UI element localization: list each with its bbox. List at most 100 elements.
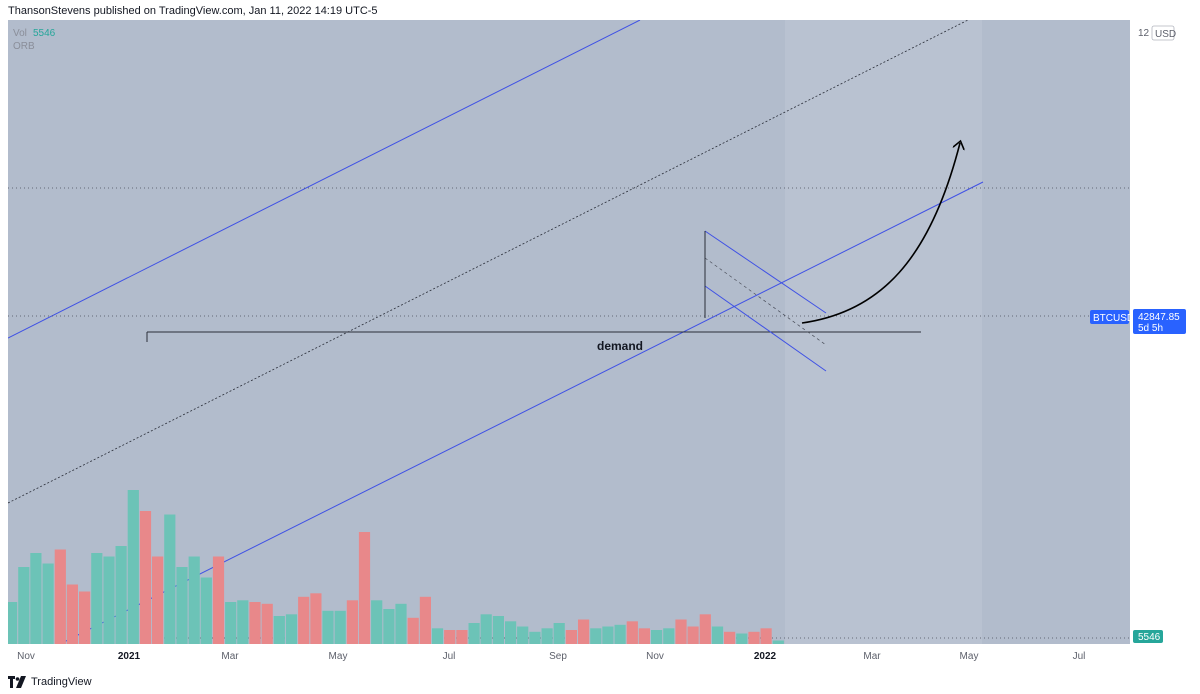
volume-bar <box>468 623 480 644</box>
tradingview-footer[interactable]: TradingView <box>8 674 92 690</box>
volume-bar <box>529 631 541 644</box>
volume-bar <box>675 619 687 644</box>
volume-bar <box>261 603 273 644</box>
volume-bar <box>91 553 103 644</box>
tradingview-logo-icon <box>8 676 26 688</box>
volume-bar <box>334 610 346 644</box>
x-tick-label: Jul <box>443 651 456 662</box>
volume-bar <box>480 614 492 644</box>
x-tick-label: 2022 <box>754 651 777 662</box>
volume-bar <box>553 623 565 644</box>
mid-channel-dotted-line <box>8 20 969 504</box>
volume-bar <box>66 584 78 644</box>
volume-bar <box>663 628 675 644</box>
volume-bar <box>541 628 553 644</box>
volume-bar <box>127 490 139 644</box>
volume-bar <box>687 626 699 644</box>
x-tick-label: Jul <box>1073 651 1086 662</box>
volume-bar <box>18 567 30 644</box>
volume-bar <box>578 619 590 644</box>
tradingview-logo-text: TradingView <box>31 676 92 688</box>
volume-bar <box>638 628 650 644</box>
volume-bar <box>273 616 285 644</box>
x-tick-label: Sep <box>549 651 567 662</box>
volume-bar <box>565 630 577 644</box>
demand-annotation: demand <box>597 339 643 353</box>
upper-channel-line <box>8 20 641 339</box>
volume-bar <box>711 626 724 644</box>
x-tick-label: 2021 <box>118 651 141 662</box>
volume-tag-text: 5546 <box>1138 632 1161 643</box>
volume-bar <box>444 630 456 644</box>
volume-bar <box>54 549 66 644</box>
volume-bar <box>103 556 115 644</box>
volume-bar <box>164 514 176 644</box>
volume-bar <box>8 602 18 644</box>
volume-bar <box>371 600 383 644</box>
volume-bar <box>212 556 225 644</box>
x-tick-label: Nov <box>646 651 664 662</box>
volume-bar <box>322 610 334 644</box>
x-tick-label: May <box>329 651 348 662</box>
volume-bar <box>626 621 638 644</box>
volume-bar <box>225 602 237 644</box>
legend-vol-label: Vol <box>13 28 27 39</box>
volume-bar <box>748 631 760 644</box>
volume-bar <box>358 532 371 644</box>
last-price-text: 42847.85 <box>1138 312 1180 323</box>
price-axis-top-partial-label: 12 <box>1138 28 1150 39</box>
symbol-tag-text: BTCUSD <box>1093 313 1134 324</box>
time-axis-bg[interactable] <box>8 644 1130 666</box>
currency-badge: USD <box>1151 25 1176 41</box>
volume-bar <box>30 553 42 644</box>
volume-bar <box>517 626 529 644</box>
publisher-header: ThansonStevens published on TradingView.… <box>8 5 378 17</box>
volume-bar <box>285 614 298 644</box>
volume-bar <box>760 628 772 644</box>
projection-arrow <box>801 143 960 324</box>
volume-bar <box>492 616 504 644</box>
volume-bar <box>249 602 261 644</box>
x-tick-label: Mar <box>221 651 239 662</box>
volume-bar <box>614 624 626 644</box>
volume-bar <box>115 546 127 644</box>
volume-bar <box>42 563 54 644</box>
x-tick-label: May <box>960 651 979 662</box>
volume-bar <box>237 600 249 644</box>
volume-bar <box>395 603 407 644</box>
volume-bar <box>505 621 517 644</box>
legend-vol-value: 5546 <box>33 28 56 39</box>
volume-bar <box>602 626 614 644</box>
flag-upper-line <box>704 230 827 314</box>
volume-bar <box>590 628 602 644</box>
volume-bar <box>651 630 663 644</box>
volume-bar <box>736 633 748 644</box>
flag-lower-line <box>704 285 827 372</box>
x-tick-label: Nov <box>17 651 35 662</box>
volume-bar <box>772 640 784 644</box>
volume-tag: 5546 <box>1133 630 1163 643</box>
time-axis: Nov 2021 Mar May Jul Sep Nov 2022 Mar May Jul <box>17 651 1085 662</box>
countdown-text: 5d 5h <box>1138 323 1163 334</box>
volume-bar <box>419 596 431 644</box>
volume-bar <box>188 556 200 644</box>
volume-bar <box>310 593 322 644</box>
volume-bar <box>200 577 212 644</box>
volume-bar <box>383 609 395 644</box>
volume-bar <box>724 631 736 644</box>
volume-bar <box>298 596 310 644</box>
volume-bar <box>431 628 444 644</box>
volume-bar <box>407 617 419 644</box>
volume-bar <box>79 591 91 644</box>
volume-bar <box>346 600 358 644</box>
symbol-tag: BTCUSD <box>1090 310 1134 324</box>
volume-bar <box>152 556 164 644</box>
volume-bar <box>699 614 711 644</box>
last-price-tag: 42847.85 5d 5h <box>1133 309 1186 334</box>
x-tick-label: Mar <box>863 651 881 662</box>
volume-bar <box>139 511 152 644</box>
volume-bar <box>456 630 468 644</box>
flag-mid-dashed-line <box>704 257 827 346</box>
currency-badge-text: USD <box>1155 29 1176 40</box>
